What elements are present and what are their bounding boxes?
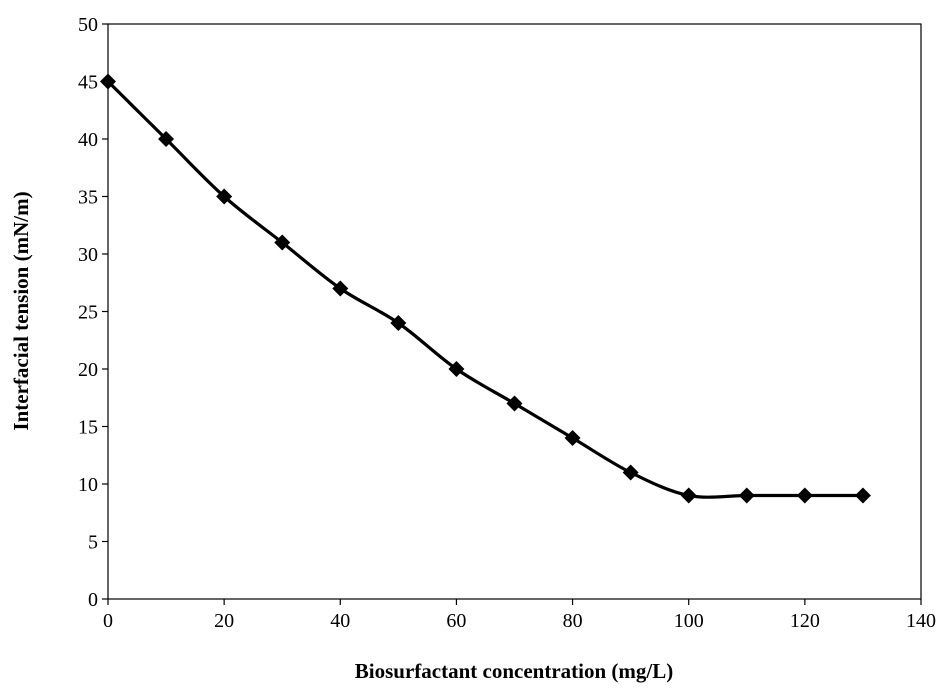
y-tick-label: 0 xyxy=(88,589,98,611)
data-point-marker xyxy=(680,487,697,504)
y-axis-title: Interfacial tension (mN/m) xyxy=(9,191,33,430)
data-point-marker xyxy=(216,188,233,205)
data-point-marker xyxy=(332,280,349,297)
data-point-marker xyxy=(274,234,291,251)
y-tick-label: 35 xyxy=(78,187,98,209)
y-tick-label: 5 xyxy=(88,532,98,554)
y-tick-label: 25 xyxy=(78,302,98,324)
x-tick-label: 120 xyxy=(790,610,820,632)
y-tick-label: 10 xyxy=(78,474,98,496)
y-axis-ticks: 0 5 10 15 20 25 30 35 40 45 50 xyxy=(78,14,108,611)
data-point-marker xyxy=(564,430,581,446)
x-axis-ticks: 0 20 40 60 80 100 120 140 xyxy=(103,599,936,632)
y-tick-label: 50 xyxy=(78,14,98,36)
x-tick-label: 0 xyxy=(103,610,113,632)
data-point-marker xyxy=(448,361,465,377)
data-point-marker xyxy=(158,131,175,147)
data-point-marker xyxy=(100,73,116,90)
x-tick-label: 60 xyxy=(446,610,466,632)
data-point-marker xyxy=(390,315,407,331)
x-tick-label: 80 xyxy=(563,610,583,632)
data-point-marker xyxy=(506,395,523,412)
y-tick-label: 45 xyxy=(78,72,98,94)
x-tick-label: 40 xyxy=(330,610,350,632)
y-tick-label: 20 xyxy=(78,359,98,381)
y-tick-label: 40 xyxy=(78,129,98,151)
series-layer xyxy=(100,73,871,504)
y-tick-label: 15 xyxy=(78,417,98,439)
y-tick-label: 30 xyxy=(78,244,98,266)
data-point-marker xyxy=(738,487,755,504)
x-axis-title: Biosurfactant concentration (mg/L) xyxy=(355,659,673,683)
plot-area xyxy=(107,23,922,600)
data-point-marker xyxy=(854,487,871,504)
data-point-marker xyxy=(622,464,639,481)
x-tick-label: 20 xyxy=(214,610,234,632)
x-tick-label: 140 xyxy=(906,610,936,632)
x-tick-label: 100 xyxy=(674,610,704,632)
data-point-marker xyxy=(796,487,813,504)
